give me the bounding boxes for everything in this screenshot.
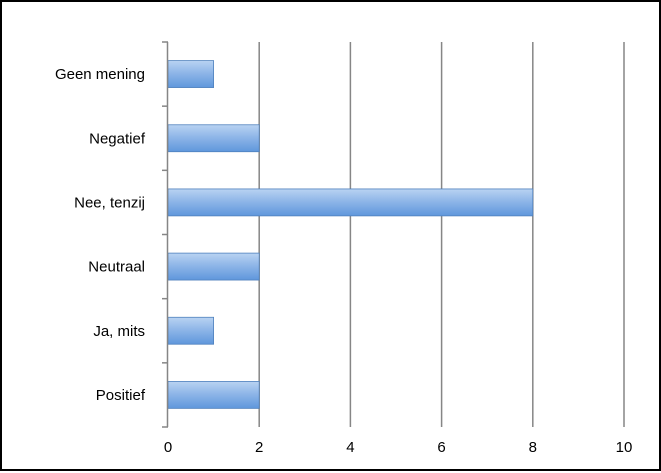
category-label: Neutraal xyxy=(88,259,145,276)
labels: 0 2 4 6 8 10 Geen mening Negatief Nee, tenzij Neu… xyxy=(55,66,632,456)
gridlines xyxy=(258,42,625,427)
bar xyxy=(167,188,534,217)
bar xyxy=(167,381,260,409)
bar xyxy=(167,124,260,153)
bar xyxy=(167,60,214,88)
x-tick-label: 0 xyxy=(164,439,172,456)
bar xyxy=(167,316,214,345)
category-label: Positief xyxy=(96,387,146,404)
x-tick-label: 6 xyxy=(437,439,445,456)
category-label: Geen mening xyxy=(55,66,145,83)
category-label: Nee, tenzij xyxy=(74,194,145,211)
x-tick-label: 10 xyxy=(616,439,633,456)
category-label: Ja, mits xyxy=(93,323,145,340)
x-tick-label: 8 xyxy=(529,439,537,456)
x-tick-label: 4 xyxy=(346,439,354,456)
bar xyxy=(167,252,260,281)
axes xyxy=(162,41,169,428)
category-label: Negatief xyxy=(89,130,146,147)
x-tick-label: 2 xyxy=(255,439,263,456)
